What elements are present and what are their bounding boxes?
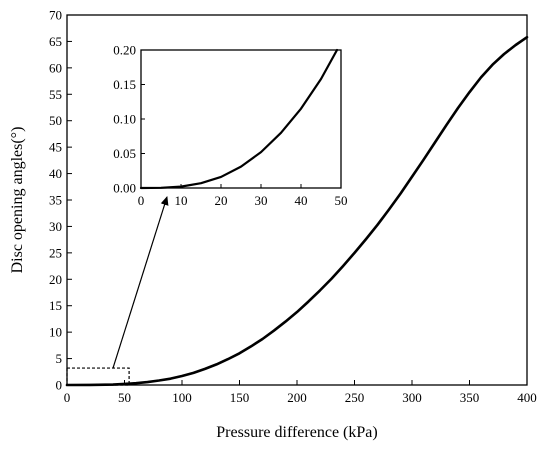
main-y-tick-label: 65	[49, 34, 62, 49]
main-x-tick-label: 100	[172, 390, 192, 405]
main-plot: 0 50 100 150 200 250 300 350 4000510152025303540…	[49, 8, 537, 406]
inset-y-tick-label: 0.20	[113, 43, 136, 58]
main-y-tick-label: 5	[56, 351, 63, 366]
y-axis-title: Disc opening angles(°)	[9, 127, 26, 274]
main-x-tick-label: 50	[118, 390, 131, 405]
inset-x-tick-label: 20	[215, 193, 228, 208]
inset-y-tick-label: 0.15	[113, 77, 136, 92]
main-x-tick-label: 400	[517, 390, 537, 405]
main-y-tick-label: 20	[49, 272, 62, 287]
main-y-tick-label: 40	[49, 166, 62, 181]
inset-y-tick-label: 0.10	[113, 112, 136, 127]
main-y-tick-label: 50	[49, 113, 62, 128]
main-y-tick-label: 70	[49, 8, 62, 23]
main-x-tick-label: 0	[64, 390, 71, 405]
main-y-tick-label: 0	[56, 378, 63, 393]
inset-y-tick-label: 0.05	[113, 146, 136, 161]
inset-series-line-0	[139, 48, 339, 190]
main-x-tick-label: 300	[402, 390, 422, 405]
inset-y-tick-label: 0.00	[113, 181, 136, 196]
main-x-tick-label: 200	[287, 390, 307, 405]
main-y-tick-label: 60	[49, 60, 62, 75]
inset-x-tick-label: 0	[138, 193, 145, 208]
main-y-tick-label: 55	[49, 87, 62, 102]
inset-x-tick-label: 30	[255, 193, 268, 208]
zoom-arrow	[112, 196, 169, 369]
main-y-tick-label: 45	[49, 140, 62, 155]
inset-x-tick-label: 10	[175, 193, 188, 208]
inset-x-tick-label: 40	[295, 193, 308, 208]
main-y-tick-label: 30	[49, 219, 62, 234]
main-y-tick-label: 35	[49, 193, 62, 208]
main-x-tick-label: 350	[460, 390, 480, 405]
main-y-tick-label: 15	[49, 298, 62, 313]
x-axis-title: Pressure difference (kPa)	[216, 424, 377, 441]
zoom-region-box	[66, 367, 130, 386]
inset-plot: 0 10 20 30 40 50 0.00 0.05 0.10 0.15 0.20	[113, 43, 347, 209]
main-y-tick-label: 25	[49, 245, 62, 260]
main-x-tick-label: 250	[345, 390, 365, 405]
main-x-tick-label: 150	[230, 390, 250, 405]
main-series-line-0	[65, 35, 529, 387]
inset-x-tick-label: 50	[335, 193, 348, 208]
main-y-tick-label: 10	[49, 325, 62, 340]
inset-frame	[140, 49, 342, 189]
